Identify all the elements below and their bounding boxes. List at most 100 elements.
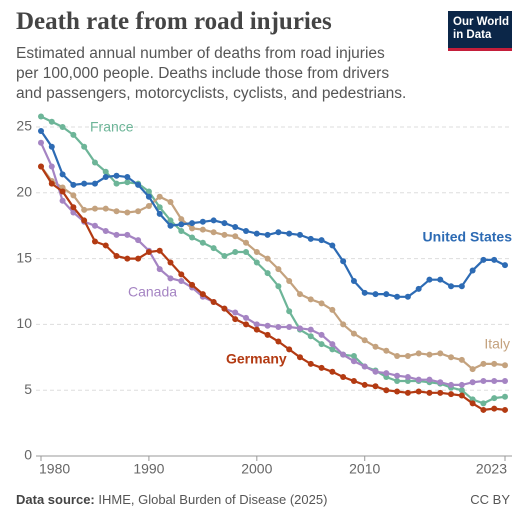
- data-point: [135, 255, 142, 262]
- data-point: [91, 238, 98, 245]
- data-point: [48, 180, 55, 187]
- data-point: [178, 216, 185, 223]
- data-point: [318, 331, 325, 338]
- data-point: [340, 321, 347, 328]
- y-tick-label: 5: [24, 381, 32, 397]
- data-point: [156, 210, 163, 217]
- data-point: [189, 220, 196, 227]
- data-point: [91, 205, 98, 212]
- chart-title: Death rate from road injuries: [16, 8, 332, 35]
- data-point: [145, 202, 152, 209]
- data-point: [232, 224, 239, 231]
- data-point: [404, 374, 411, 381]
- data-point: [491, 405, 498, 412]
- data-point: [340, 374, 347, 381]
- data-point: [81, 206, 88, 213]
- data-point: [102, 242, 109, 249]
- data-point: [178, 221, 185, 228]
- data-point: [232, 233, 239, 240]
- data-point: [91, 222, 98, 229]
- data-point: [264, 331, 271, 338]
- data-point: [167, 199, 174, 206]
- data-point: [296, 325, 303, 332]
- data-point: [135, 208, 142, 215]
- data-point: [394, 372, 401, 379]
- data-point: [253, 326, 260, 333]
- x-tick-label: 2000: [241, 461, 272, 477]
- data-point: [372, 383, 379, 390]
- data-point: [340, 351, 347, 358]
- data-point: [469, 400, 476, 407]
- y-tick-label: 15: [16, 249, 32, 265]
- data-point: [210, 299, 217, 306]
- data-point: [437, 389, 444, 396]
- data-point: [329, 368, 336, 375]
- data-point: [329, 341, 336, 348]
- data-point: [70, 181, 77, 188]
- data-point: [394, 293, 401, 300]
- data-point: [307, 326, 314, 333]
- data-point: [318, 237, 325, 244]
- data-point: [458, 387, 465, 394]
- data-point: [189, 234, 196, 241]
- data-point: [318, 341, 325, 348]
- data-point: [286, 277, 293, 284]
- data-point: [70, 192, 77, 199]
- data-point: [156, 204, 163, 211]
- data-point: [361, 381, 368, 388]
- data-point: [167, 217, 174, 224]
- data-point: [178, 227, 185, 234]
- data-point: [307, 296, 314, 303]
- logo[interactable]: Our World in Data: [448, 11, 512, 51]
- x-tick-label: 1990: [133, 461, 164, 477]
- data-point: [221, 305, 228, 312]
- data-point: [167, 259, 174, 266]
- data-point: [264, 270, 271, 277]
- data-point: [145, 188, 152, 195]
- data-point: [394, 352, 401, 359]
- data-point: [243, 239, 250, 246]
- data-point: [156, 266, 163, 273]
- data-point: [286, 230, 293, 237]
- data-point: [480, 377, 487, 384]
- data-point: [167, 222, 174, 229]
- data-point: [458, 381, 465, 388]
- series-label: France: [90, 119, 134, 135]
- data-point: [480, 400, 487, 407]
- license[interactable]: CC BY: [470, 492, 510, 507]
- data-point: [38, 163, 44, 170]
- data-point: [199, 218, 206, 225]
- data-point: [469, 366, 476, 373]
- data-point: [307, 235, 314, 242]
- data-point: [329, 242, 336, 249]
- data-point: [383, 347, 390, 354]
- data-point: [350, 358, 357, 365]
- data-point: [59, 124, 66, 130]
- data-point: [243, 227, 250, 234]
- data-point: [404, 352, 411, 359]
- data-point: [38, 127, 44, 134]
- data-point: [59, 197, 66, 204]
- data-point: [199, 291, 206, 298]
- data-point: [113, 252, 120, 259]
- footer: Data source: IHME, Global Burden of Dise…: [16, 492, 327, 507]
- data-point: [286, 346, 293, 353]
- chart-subtitle: Estimated annual number of deaths from r…: [16, 45, 407, 102]
- data-point: [38, 139, 44, 146]
- data-point: [91, 159, 98, 166]
- data-point: [199, 239, 206, 246]
- series-label: United States: [423, 229, 513, 245]
- data-point: [124, 209, 131, 216]
- data-point: [113, 180, 120, 187]
- data-point: [480, 406, 487, 413]
- data-point: [394, 377, 401, 384]
- source: IHME, Global Burden of Disease (2025): [98, 492, 328, 507]
- data-point: [232, 249, 239, 256]
- data-point: [253, 321, 260, 328]
- data-point: [48, 143, 55, 150]
- series-label: Italy: [484, 336, 510, 352]
- data-point: [437, 350, 444, 357]
- data-point: [124, 231, 131, 238]
- source-label: Data source:: [16, 492, 95, 507]
- data-point: [329, 346, 336, 353]
